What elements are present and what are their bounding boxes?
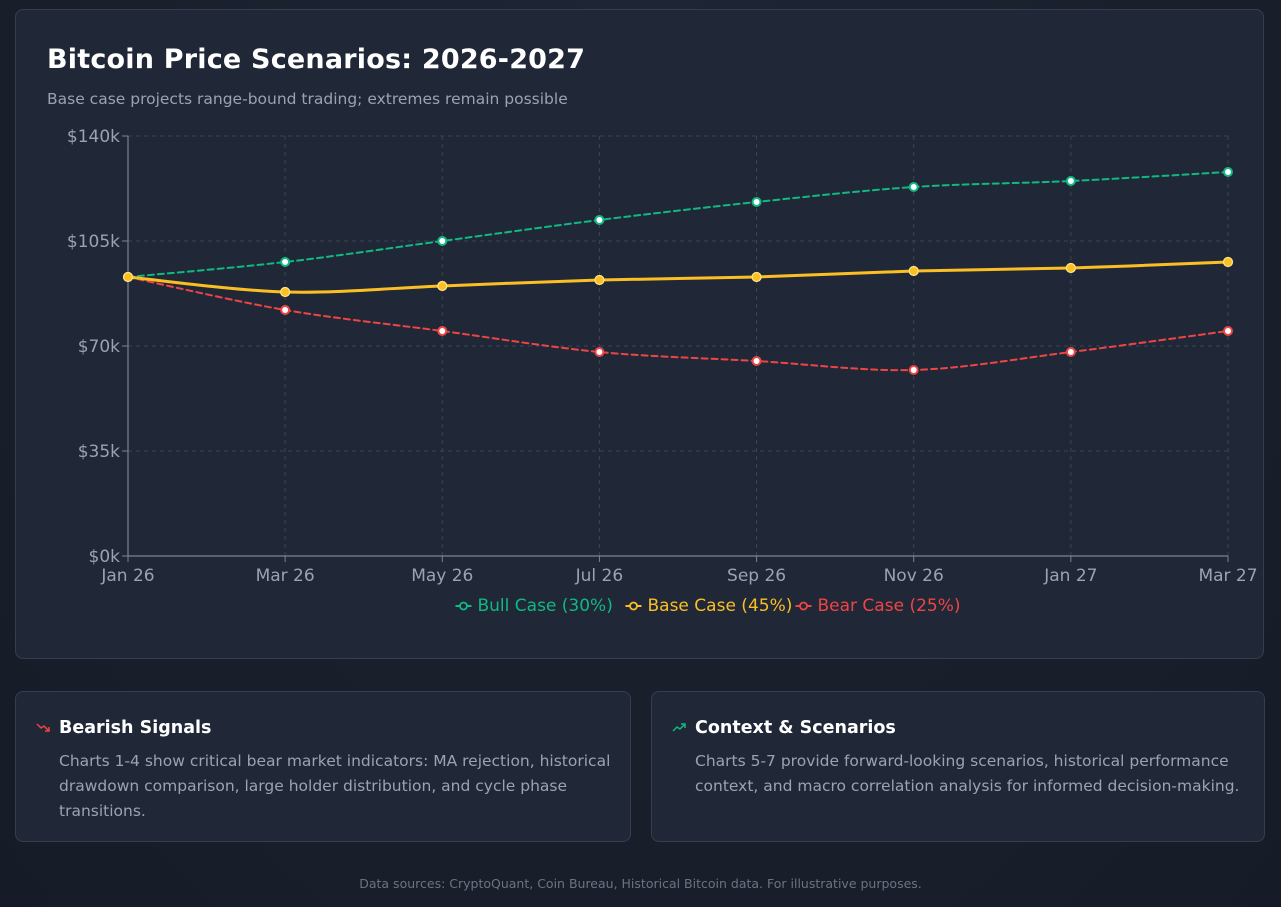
chart-subtitle: Base case projects range-bound trading; … — [47, 90, 568, 108]
legend-swatch-marker — [629, 601, 638, 611]
bull-case-point — [1065, 176, 1076, 186]
legend-item-base: Base Case (45%) — [625, 596, 793, 616]
chart-card: Bitcoin Price Scenarios: 2026-2027 Base … — [15, 9, 1264, 659]
bull-case-point — [437, 236, 448, 246]
bear-case-point — [280, 305, 291, 315]
bear-case-point — [1065, 347, 1076, 357]
legend-label: Bear Case (25%) — [818, 596, 961, 616]
bear-case-point — [908, 365, 919, 375]
bearish-signals-card: Bearish Signals Charts 1-4 show critical… — [15, 691, 631, 842]
base-case-point — [122, 271, 134, 283]
trending-up-icon — [672, 723, 686, 732]
y-tick-label: $70k — [78, 337, 120, 357]
y-tick-label: $0k — [89, 547, 121, 567]
x-tick-label: Jan 27 — [1043, 566, 1097, 586]
base-case-point — [1222, 256, 1234, 268]
bull-case-point — [594, 215, 605, 225]
legend-item-bull: Bull Case (30%) — [455, 596, 613, 616]
bearish-signals-body: Charts 1-4 show critical bear market ind… — [59, 752, 611, 820]
bull-case-line — [127, 171, 1229, 278]
x-tick-label: Mar 27 — [1198, 566, 1257, 586]
base-case-point — [594, 274, 605, 286]
bear-case-point — [437, 326, 448, 336]
x-tick-label: Jul 26 — [575, 566, 624, 586]
x-tick-label: Mar 26 — [256, 566, 315, 586]
chart-title: Bitcoin Price Scenarios: 2026-2027 — [47, 44, 586, 75]
legend-swatch-marker — [799, 601, 808, 611]
base-case-point — [280, 286, 291, 298]
base-case-line — [126, 260, 1230, 294]
base-case-point — [1065, 262, 1076, 274]
y-tick-label: $35k — [78, 442, 120, 462]
bear-case-point — [594, 347, 605, 357]
y-tick-label: $105k — [67, 232, 120, 252]
bull-case-point — [1223, 167, 1233, 177]
trending-down-icon — [36, 723, 50, 732]
bear-case-line — [127, 276, 1229, 372]
bull-case-point — [751, 197, 762, 207]
bull-case-point — [280, 257, 291, 267]
bear-case-point — [1223, 326, 1233, 336]
legend-swatch-marker — [459, 601, 468, 611]
context-scenarios-title: Context & Scenarios — [695, 718, 896, 738]
base-case-point — [908, 265, 919, 277]
footer-note: Data sources: CryptoQuant, Coin Bureau, … — [359, 876, 922, 891]
base-case-point — [437, 280, 448, 292]
base-case-point — [751, 271, 762, 283]
x-tick-label: Nov 26 — [884, 566, 944, 586]
x-tick-label: Sep 26 — [727, 566, 786, 586]
price-scenarios-chart: $0k $35k $70k $105k $140k Jan 26 Mar 26 May 26 J… — [67, 127, 1258, 616]
bull-case-point — [908, 182, 919, 192]
legend-item-bear: Bear Case (25%) — [795, 596, 961, 616]
x-tick-label: Jan 26 — [100, 566, 154, 586]
legend-label: Base Case (45%) — [648, 596, 793, 616]
bear-case-point — [751, 356, 762, 366]
bearish-signals-title: Bearish Signals — [59, 718, 212, 738]
y-tick-label: $140k — [67, 127, 120, 147]
x-tick-label: May 26 — [411, 566, 473, 586]
legend-label: Bull Case (30%) — [478, 596, 613, 616]
context-scenarios-body: Charts 5-7 provide forward-looking scena… — [695, 752, 1240, 795]
context-scenarios-card: Context & Scenarios Charts 5-7 provide f… — [651, 691, 1265, 842]
